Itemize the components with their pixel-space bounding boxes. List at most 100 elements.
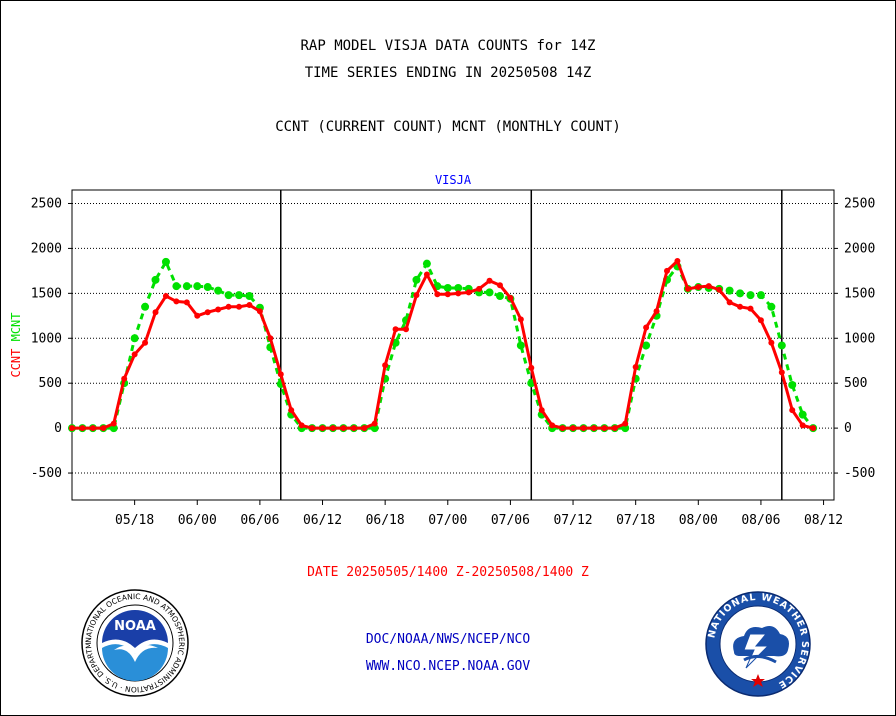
- noaa-logo: NATIONAL OCEANIC AND ATMOSPHERIC ADMINIS…: [80, 588, 189, 697]
- data-point-ccnt: [789, 407, 796, 414]
- y-axis-label-mcnt: MCNT: [9, 312, 23, 341]
- y-tick-label-right: 2500: [844, 196, 875, 211]
- data-point-ccnt: [549, 422, 556, 429]
- data-point-ccnt: [799, 422, 806, 429]
- noaa-sea-shape: [102, 644, 168, 681]
- data-point-ccnt: [309, 425, 316, 432]
- y-tick-label-right: 500: [844, 376, 867, 391]
- data-point-ccnt: [382, 362, 389, 369]
- data-point-ccnt: [632, 364, 639, 371]
- website-link-text[interactable]: WWW.NCO.NCEP.NOAA.GOV: [365, 659, 531, 674]
- data-point-ccnt: [152, 309, 159, 316]
- data-point-ccnt: [486, 277, 493, 284]
- data-point-mcnt: [422, 259, 431, 268]
- data-point-mcnt: [161, 257, 170, 266]
- data-point-ccnt: [768, 339, 775, 346]
- y-tick-label-left: 500: [39, 376, 62, 391]
- data-point-mcnt: [203, 283, 212, 292]
- chart-subtitle-date: TIME SERIES ENDING IN 20250508 14Z: [304, 65, 592, 81]
- data-point-mcnt: [516, 341, 525, 350]
- data-point-mcnt: [235, 291, 244, 300]
- data-point-ccnt: [173, 298, 180, 305]
- data-point-mcnt: [454, 283, 463, 292]
- data-point-ccnt: [340, 425, 347, 432]
- data-point-ccnt: [204, 309, 211, 316]
- panel-title: VISJA: [435, 173, 472, 187]
- data-point-ccnt: [142, 339, 149, 346]
- data-point-ccnt: [674, 257, 681, 264]
- chart-legend-description: CCNT (CURRENT COUNT) MCNT (MONTHLY COUNT…: [275, 119, 621, 135]
- data-point-ccnt: [256, 308, 263, 315]
- data-point-ccnt: [622, 420, 629, 427]
- data-point-ccnt: [810, 425, 817, 432]
- data-point-mcnt: [798, 410, 807, 419]
- y-tick-label-left: 1500: [31, 286, 62, 301]
- y-tick-label-right: 0: [844, 421, 852, 436]
- y-tick-label-left: 2000: [31, 241, 62, 256]
- data-point-ccnt: [298, 422, 305, 429]
- data-point-mcnt: [777, 341, 786, 350]
- data-point-ccnt: [361, 425, 368, 432]
- nws-tornado-icon: [743, 655, 777, 664]
- y-tick-label-right: -500: [844, 466, 875, 481]
- data-point-ccnt: [705, 283, 712, 290]
- data-point-ccnt: [517, 316, 524, 323]
- data-point-ccnt: [570, 425, 577, 432]
- data-point-ccnt: [267, 335, 274, 342]
- data-point-ccnt: [455, 290, 462, 297]
- data-point-ccnt: [288, 407, 295, 414]
- y-tick-label-left: 1000: [31, 331, 62, 346]
- data-point-mcnt: [767, 302, 776, 311]
- data-point-ccnt: [653, 308, 660, 315]
- data-point-ccnt: [162, 293, 169, 300]
- x-tick-label: 06/18: [366, 513, 405, 528]
- data-point-mcnt: [182, 282, 191, 291]
- nws-logo: NATIONAL WEATHER SERVICE: [705, 591, 811, 697]
- data-point-ccnt: [423, 271, 430, 278]
- data-point-ccnt: [465, 289, 472, 296]
- noaa-bird-icon: [114, 645, 158, 662]
- y-tick-label-right: 1500: [844, 286, 875, 301]
- data-point-ccnt: [559, 425, 566, 432]
- data-point-ccnt: [100, 425, 107, 432]
- data-point-mcnt: [443, 283, 452, 292]
- y-tick-label-left: 0: [54, 421, 62, 436]
- data-point-ccnt: [392, 326, 399, 333]
- data-point-ccnt: [69, 425, 75, 432]
- data-point-mcnt: [485, 288, 494, 297]
- data-point-ccnt: [434, 291, 441, 298]
- data-point-ccnt: [507, 294, 514, 301]
- doc-link-text[interactable]: DOC/NOAA/NWS/NCEP/NCO: [365, 632, 531, 647]
- x-tick-label: 08/12: [804, 513, 843, 528]
- data-point-ccnt: [684, 285, 691, 292]
- data-point-ccnt: [528, 364, 535, 371]
- data-point-ccnt: [215, 306, 222, 313]
- noaa-sky-shape: [102, 610, 168, 648]
- plot-box: [71, 189, 835, 501]
- data-point-ccnt: [121, 375, 128, 382]
- data-point-ccnt: [757, 317, 764, 324]
- data-point-ccnt: [131, 351, 138, 358]
- data-point-ccnt: [403, 326, 410, 333]
- data-point-ccnt: [778, 369, 785, 376]
- data-point-mcnt: [151, 275, 160, 284]
- data-point-ccnt: [496, 282, 503, 289]
- x-tick-label: 05/18: [115, 513, 154, 528]
- y-axis-label: CCNT MCNT: [9, 312, 23, 377]
- x-tick-label: 07/06: [491, 513, 530, 528]
- data-point-ccnt: [277, 371, 284, 378]
- data-point-mcnt: [245, 292, 254, 301]
- data-point-ccnt: [413, 292, 420, 299]
- data-point-ccnt: [737, 303, 744, 310]
- data-point-mcnt: [130, 334, 139, 343]
- data-point-ccnt: [236, 303, 243, 310]
- data-point-ccnt: [601, 425, 608, 432]
- x-tick-label: 06/06: [240, 513, 279, 528]
- data-point-mcnt: [746, 291, 755, 300]
- data-point-mcnt: [193, 282, 202, 291]
- y-tick-label-left: 2500: [31, 196, 62, 211]
- x-tick-label: 07/12: [553, 513, 592, 528]
- noaa-logo-text: NOAA: [114, 619, 156, 634]
- data-point-ccnt: [611, 425, 618, 432]
